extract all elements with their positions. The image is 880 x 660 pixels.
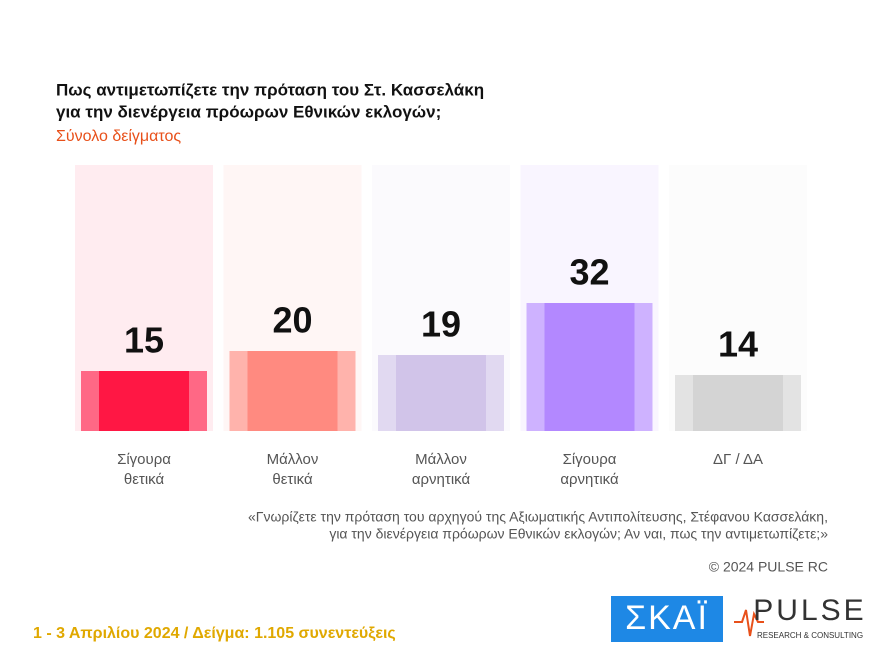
skai-logo — [611, 596, 723, 642]
value-label: 32 — [569, 252, 609, 293]
x-tick-label: θετικά — [124, 471, 165, 488]
x-tick-label: αρνητικά — [560, 471, 619, 488]
question-text: «Γνωρίζετε την πρόταση του αρχηγού της Α… — [248, 509, 828, 525]
x-tick-label: αρνητικά — [412, 471, 471, 488]
value-label: 20 — [272, 300, 312, 341]
pulse-logo-icon — [734, 609, 764, 637]
chart-subtitle: Σύνολο δείγματος — [56, 128, 181, 145]
pulse-logo-text: PULSE — [753, 594, 866, 627]
skai-logo-text: ΣΚΑΪ — [625, 599, 709, 637]
bars: 15 Σίγουρα θετικά 20 Μάλλον θετικά 19 Μάλλον αρν… — [75, 165, 807, 488]
bar — [99, 371, 189, 431]
x-tick-label: ΔΓ / ΔΑ — [713, 451, 763, 468]
value-label: 19 — [421, 304, 461, 345]
bar — [247, 351, 338, 431]
footer: 1 - 3 Απριλίου 2024 / Δείγμα: 1.105 συνε… — [33, 625, 396, 642]
pulse-logo-sub: RESEARCH & CONSULTING — [757, 631, 863, 640]
x-tick-label: Μάλλον — [415, 451, 467, 468]
bar — [544, 303, 635, 431]
copyright: © 2024 PULSE RC — [709, 559, 828, 575]
bar — [396, 355, 486, 431]
chart-title: για την διενέργεια πρόωρων Εθνικών εκλογ… — [56, 102, 441, 121]
bar — [693, 375, 783, 431]
value-label: 14 — [718, 324, 758, 365]
chart-title: Πως αντιμετωπίζετε την πρόταση του Στ. Κ… — [56, 80, 484, 99]
x-tick-label: θετικά — [272, 471, 313, 488]
value-label: 15 — [124, 320, 164, 361]
question-text: για την διενέργεια πρόωρων Εθνικών εκλογ… — [329, 526, 828, 542]
x-tick-label: Σίγουρα — [563, 451, 617, 468]
x-tick-label: Μάλλον — [267, 451, 319, 468]
x-tick-label: Σίγουρα — [117, 451, 171, 468]
